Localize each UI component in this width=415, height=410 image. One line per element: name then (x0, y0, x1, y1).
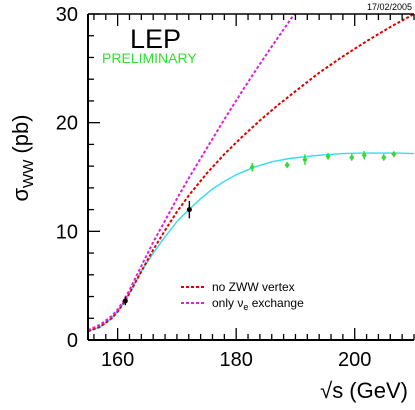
legend-label-only-nue-sub: e (243, 302, 248, 312)
preliminary-label: PRELIMINARY (102, 50, 197, 66)
x-tick-label: 200 (338, 349, 371, 371)
axes-layer (87, 13, 414, 341)
data-point (349, 153, 355, 161)
x-tick-label: 180 (219, 349, 252, 371)
y-tick-label: 20 (56, 113, 78, 135)
tick-layer: 160 180 200 0 10 20 30 (56, 4, 415, 371)
data-point (302, 156, 308, 164)
date-stamp: 17/02/2005 (367, 2, 412, 12)
data-point (122, 298, 128, 304)
legend-label-only-nue-main: only ν (212, 296, 243, 310)
y-axis-title: σWW (pb) (8, 114, 37, 201)
data-point (284, 161, 290, 169)
y-axis-title-sub: WW (20, 159, 37, 188)
legend-label-only-nue: only νe exchange (212, 296, 304, 312)
data-point (186, 207, 192, 213)
series-line-no_zww (88, 14, 414, 333)
y-tick-label: 10 (56, 221, 78, 243)
y-tick-label: 0 (67, 330, 78, 352)
y-axis-title-main: σ (8, 188, 33, 202)
x-tick-label: 160 (101, 349, 134, 371)
y-axis-title-unit: (pb) (8, 114, 33, 153)
data-point (249, 163, 255, 171)
legend-label-no-zww: no ZWW vertex (212, 280, 295, 294)
legend-label-only-nue-tail: exchange (248, 296, 304, 310)
chart-title: LEP (130, 24, 181, 54)
series-line-only_nue (88, 14, 296, 332)
data-point (325, 152, 331, 160)
data-point (381, 153, 387, 161)
legend: no ZWW vertex only νe exchange (181, 280, 304, 312)
data-point (391, 150, 397, 158)
y-tick-label: 30 (56, 4, 78, 26)
data-point (361, 151, 367, 159)
x-axis-title: √s (GeV) (320, 378, 408, 403)
data-points-layer (122, 150, 397, 306)
